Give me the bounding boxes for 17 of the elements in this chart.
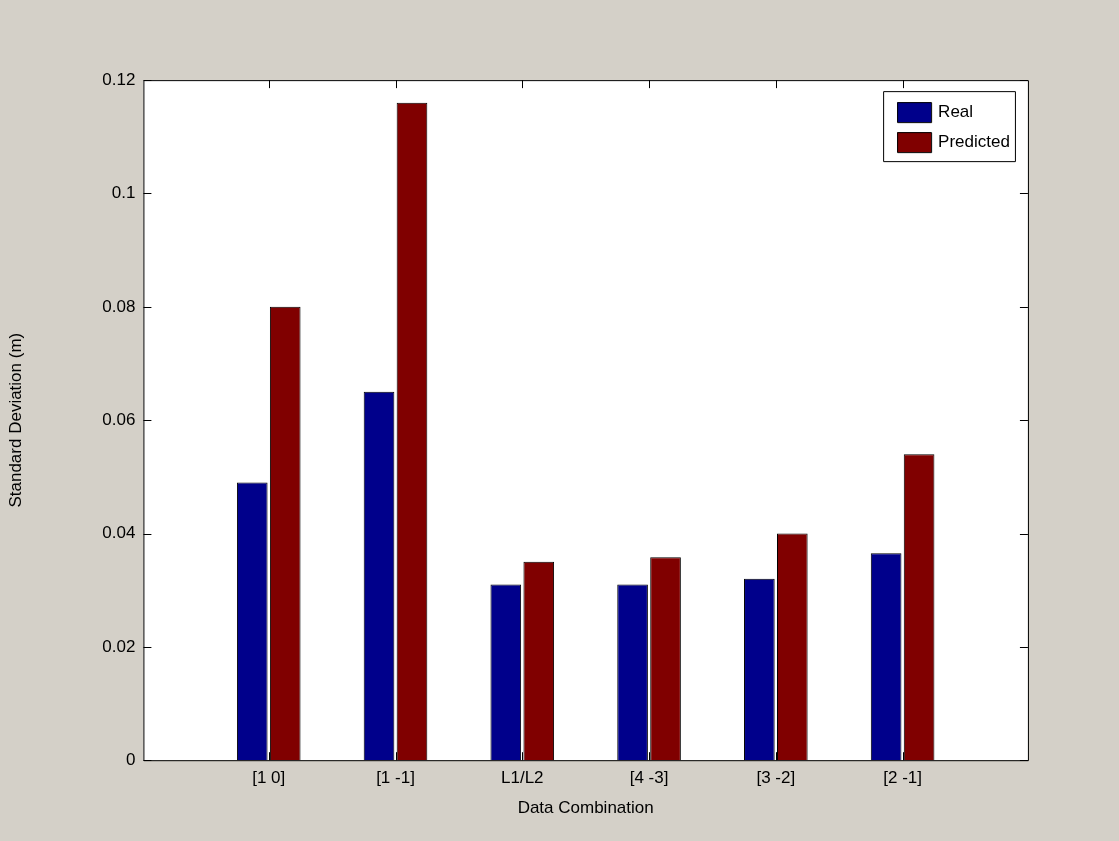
- y-tick-label: 0.08: [102, 296, 136, 316]
- y-axis-title: Standard Deviation (m): [5, 332, 25, 508]
- x-tick-label: [1 -1]: [376, 768, 415, 788]
- y-tick-label: 0.06: [102, 409, 136, 429]
- x-axis-title: Data Combination: [517, 798, 654, 818]
- x-tick-label: [1 0]: [252, 768, 286, 788]
- legend-label: Predicted: [938, 131, 1010, 151]
- y-tick-label: 0.02: [102, 636, 136, 656]
- y-tick-label: 0.12: [102, 69, 136, 89]
- x-tick-label: [3 -2]: [756, 768, 796, 788]
- y-tick-label: 0.1: [111, 183, 136, 203]
- legend-label: Real: [938, 101, 974, 121]
- y-tick-label: 0: [125, 749, 136, 769]
- x-tick-label: L1/L2: [501, 768, 544, 788]
- x-tick-label: [4 -3]: [629, 768, 669, 788]
- x-tick-label: [2 -1]: [883, 768, 922, 788]
- y-tick-label: 0.04: [102, 523, 136, 543]
